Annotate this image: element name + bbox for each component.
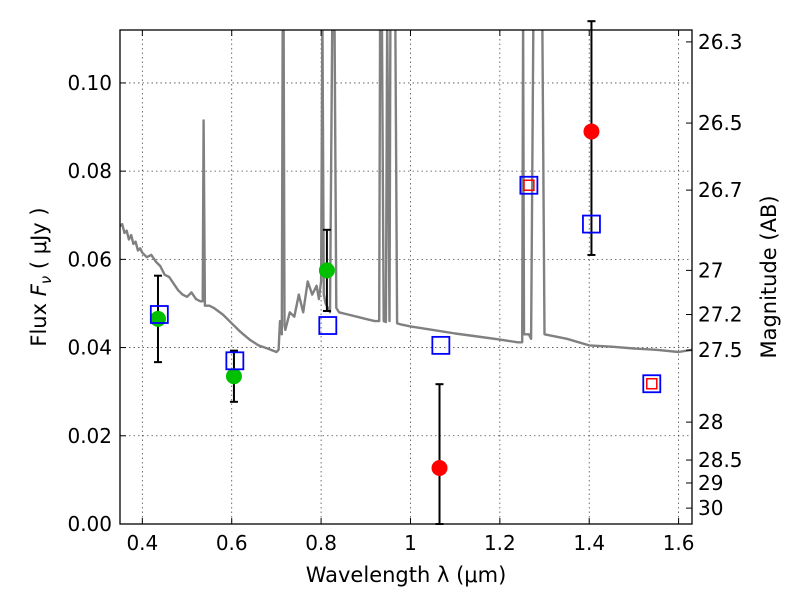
x-axis-title: Wavelength λ (μm) <box>306 563 507 587</box>
error-bars <box>153 20 596 525</box>
mag-tick-label: 27 <box>698 258 723 282</box>
y-tick-label: 0.10 <box>67 71 112 95</box>
mag-tick-label: 26.5 <box>698 111 743 135</box>
data-point <box>431 459 448 476</box>
y-tick-label: 0.00 <box>67 512 112 536</box>
mag-tick-label: 27.5 <box>698 338 743 362</box>
model-square <box>149 305 169 324</box>
x-tick-label: 1 <box>404 531 417 555</box>
x-tick-label: 0.8 <box>305 531 337 555</box>
data-point <box>225 368 242 385</box>
x-tick-label: 0.4 <box>126 531 158 555</box>
model-square <box>519 175 539 195</box>
data-point <box>583 123 600 140</box>
mag-tick-label: 28 <box>698 410 723 434</box>
y-tick-label: 0.08 <box>67 159 112 183</box>
model-square-inner <box>523 179 535 192</box>
y-tick-label: 0.06 <box>67 247 112 271</box>
model-square <box>431 335 451 355</box>
model-square <box>642 374 662 394</box>
y-axis-title: Flux Fν ( μJy ) <box>27 207 55 346</box>
data-point <box>149 310 166 327</box>
x-tick-label: 1.4 <box>573 531 605 555</box>
mag-tick-label: 30 <box>698 496 723 520</box>
x-tick-label: 1.6 <box>663 531 695 555</box>
model-square <box>582 214 601 234</box>
y-right-axis-title: Magnitude (AB) <box>757 195 781 358</box>
model-square <box>318 316 338 335</box>
plot-area <box>120 30 692 354</box>
mag-tick-label: 27.2 <box>698 302 743 326</box>
plot-frame <box>119 29 693 525</box>
markers <box>149 123 662 476</box>
mag-tick-label: 26.7 <box>698 178 743 202</box>
x-tick-label: 0.6 <box>216 531 248 555</box>
mag-tick-label: 29 <box>698 471 723 495</box>
x-tick-label: 1.2 <box>484 531 516 555</box>
y-tick-label: 0.04 <box>67 336 112 360</box>
mag-tick-label: 26.3 <box>698 30 743 54</box>
sed-model-line <box>120 30 692 354</box>
model-square <box>225 351 245 371</box>
data-point <box>318 262 335 279</box>
y-tick-label: 0.02 <box>67 424 112 448</box>
mag-tick-label: 28.5 <box>698 448 743 472</box>
model-square-inner <box>646 377 658 390</box>
axes: 0.4 0.6 0.8 1 1.2 1.4 1.6 0.00 0.02 0.04 0.06 0.08 0… <box>67 30 742 555</box>
